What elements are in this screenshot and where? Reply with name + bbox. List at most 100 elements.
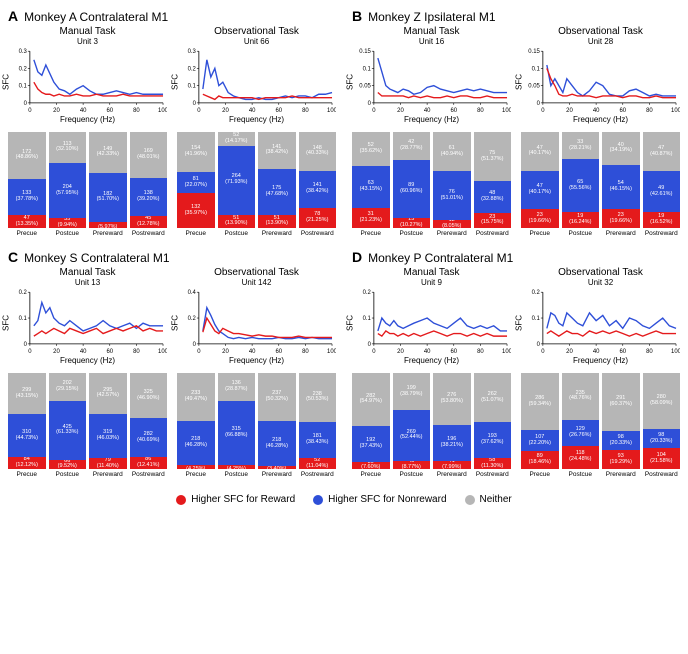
bar-seg-reward: 23(19.66%) bbox=[521, 209, 559, 228]
bar-seg-value: 12(8.05%) bbox=[442, 220, 461, 228]
stacked-bar: 238(50.53%)181(38.43%)52(11.04%) bbox=[299, 373, 337, 469]
stacked-bar: 47(40.17%)47(40.17%)23(19.66%) bbox=[521, 132, 559, 228]
bar-seg-neither: 61(40.94%) bbox=[433, 132, 471, 171]
svg-text:0.05: 0.05 bbox=[359, 84, 371, 90]
svg-text:20: 20 bbox=[222, 349, 229, 355]
panel-a-manual-title: Manual Task bbox=[8, 26, 167, 37]
bar-seg-value: 66(9.52%) bbox=[58, 460, 77, 469]
bar-seg-value: 19(16.24%) bbox=[569, 214, 591, 226]
bar-seg-value: 269(52.44%) bbox=[400, 430, 422, 442]
svg-text:0: 0 bbox=[24, 101, 28, 107]
bar-seg-value: 218(46.28%) bbox=[266, 438, 288, 450]
bar-epoch-label: Postcue bbox=[218, 471, 256, 478]
stacked-bar: 52(35.62%)63(43.15%)31(21.23%) bbox=[352, 132, 390, 228]
ylabel: SFC bbox=[515, 74, 524, 90]
bar-seg-value: 51(13.90%) bbox=[225, 216, 247, 228]
ylabel: SFC bbox=[2, 74, 11, 90]
svg-text:0.3: 0.3 bbox=[188, 49, 197, 55]
bar-seg-value: 204(57.95%) bbox=[56, 185, 78, 197]
bar-seg-neither: 237(50.32%) bbox=[258, 373, 296, 421]
stacked-bar: 148(40.33%)141(38.42%)78(21.25%) bbox=[299, 132, 337, 228]
panel-d-obs-unit: Unit 32 bbox=[521, 278, 680, 287]
bar-epoch-label: Postreward bbox=[643, 471, 681, 478]
panel-a-manual-bars: 172(48.86%)133(37.78%)47(13.35%)Precue11… bbox=[8, 132, 167, 237]
bar-seg-value: 154(41.96%) bbox=[185, 146, 207, 158]
svg-text:0: 0 bbox=[372, 349, 376, 355]
svg-text:0.2: 0.2 bbox=[532, 290, 541, 296]
svg-text:0: 0 bbox=[193, 342, 197, 348]
bar-seg-value: 41(7.99%) bbox=[442, 461, 461, 469]
svg-text:80: 80 bbox=[646, 349, 653, 355]
bar-epoch-label: Prereward bbox=[258, 230, 296, 237]
bar-seg-neither: 47(40.17%) bbox=[521, 132, 559, 171]
svg-text:0.1: 0.1 bbox=[363, 316, 372, 322]
bar-seg-value: 65(55.56%) bbox=[569, 180, 591, 192]
panel-d-obs: Observational Task Unit 32 SFC 00.10.202… bbox=[521, 267, 680, 478]
bar-epoch-label: Precue bbox=[521, 471, 559, 478]
panel-b-obs-bars: 47(40.17%)47(40.17%)23(19.66%)Precue33(2… bbox=[521, 132, 680, 237]
stacked-bar: 75(51.37%)48(32.88%)23(15.75%) bbox=[474, 132, 512, 228]
svg-text:0.2: 0.2 bbox=[188, 66, 197, 72]
bar-epoch-label: Precue bbox=[352, 230, 390, 237]
panel-a-letter: A bbox=[8, 8, 18, 24]
panel-d-header: D Monkey P Contralateral M1 bbox=[352, 249, 680, 265]
bar-seg-reward: 35(9.94%) bbox=[49, 218, 87, 228]
legend-nonreward-label: Higher SFC for Nonreward bbox=[328, 494, 446, 505]
svg-text:0: 0 bbox=[197, 108, 201, 114]
bar-seg-value: 148(40.33%) bbox=[306, 146, 328, 158]
svg-text:40: 40 bbox=[80, 349, 87, 355]
bar-seg-value: 196(38.21%) bbox=[441, 437, 463, 449]
svg-text:100: 100 bbox=[158, 349, 167, 355]
bar-epoch-label: Prereward bbox=[433, 471, 471, 478]
bar-seg-nonreward: 264(71.93%) bbox=[218, 146, 256, 215]
panel-d-title: Monkey P Contralateral M1 bbox=[368, 251, 513, 265]
bar-seg-neither: 148(40.33%) bbox=[299, 132, 337, 171]
stacked-bar: 291(60.37%)98(20.33%)93(19.29%) bbox=[602, 373, 640, 469]
bar-seg-nonreward: 49(42.61%) bbox=[643, 171, 681, 212]
svg-text:60: 60 bbox=[450, 349, 457, 355]
bar-epoch-label: Prereward bbox=[433, 230, 471, 237]
bar-seg-value: 199(38.79%) bbox=[400, 386, 422, 398]
panel-c-manual-title: Manual Task bbox=[8, 267, 167, 278]
bar-epoch-label: Postreward bbox=[130, 230, 168, 237]
bar-seg-neither: 291(60.37%) bbox=[602, 373, 640, 431]
bar-seg-value: 141(38.42%) bbox=[266, 145, 288, 157]
panel-c-obs-sfc: 00.20.4020406080100 bbox=[177, 288, 336, 358]
bar-seg-reward: 23(19.66%) bbox=[602, 209, 640, 228]
stacked-bar: 299(43.15%)310(44.73%)84(12.12%) bbox=[8, 373, 46, 469]
bar-epoch-label: Postcue bbox=[393, 230, 431, 237]
bar-seg-value: 193(37.62%) bbox=[481, 434, 503, 446]
panel-d-obs-sfc: 00.10.2020406080100 bbox=[521, 288, 680, 358]
bar-seg-neither: 233(49.47%) bbox=[177, 373, 215, 420]
svg-text:0.1: 0.1 bbox=[188, 84, 197, 90]
panel-a-manual-unit: Unit 3 bbox=[8, 37, 167, 46]
panel-a-obs-title: Observational Task bbox=[177, 26, 336, 37]
bar-seg-neither: 325(46.90%) bbox=[130, 373, 168, 418]
bar-seg-neither: 141(38.42%) bbox=[258, 132, 296, 169]
ylabel: SFC bbox=[346, 74, 355, 90]
stacked-bar: 280(58.09%)98(20.33%)104(21.58%) bbox=[643, 373, 681, 469]
ylabel: SFC bbox=[515, 315, 524, 331]
svg-text:100: 100 bbox=[671, 349, 680, 355]
panel-d-letter: D bbox=[352, 249, 362, 265]
stacked-bar: 276(53.80%)196(38.21%)41(7.99%) bbox=[433, 373, 471, 469]
stacked-bar: 235(48.76%)129(26.76%)118(24.48%) bbox=[562, 373, 600, 469]
bar-seg-reward: 41(7.99%) bbox=[433, 461, 471, 469]
bar-seg-value: 295(42.57%) bbox=[97, 388, 119, 400]
bar-seg-value: 86(12.41%) bbox=[137, 457, 159, 469]
bar-seg-nonreward: 141(38.42%) bbox=[299, 171, 337, 208]
swatch-neither-icon bbox=[465, 495, 475, 505]
bar-seg-nonreward: 269(52.44%) bbox=[393, 410, 431, 460]
bar-seg-nonreward: 98(20.33%) bbox=[602, 431, 640, 451]
svg-text:40: 40 bbox=[249, 349, 256, 355]
panel-c-header: C Monkey S Contralateral M1 bbox=[8, 249, 336, 265]
svg-text:0.2: 0.2 bbox=[19, 66, 28, 72]
bar-seg-value: 282(54.97%) bbox=[360, 394, 382, 406]
panel-c-manual-unit: Unit 13 bbox=[8, 278, 167, 287]
bar-seg-value: 20(4.25%) bbox=[227, 465, 246, 469]
panel-c-obs: Observational Task Unit 142 SFC 00.20.40… bbox=[177, 267, 336, 478]
figure-grid: A Monkey A Contralateral M1 Manual Task … bbox=[8, 8, 680, 505]
svg-text:100: 100 bbox=[158, 108, 167, 114]
stacked-bar: 40(34.19%)54(46.15%)23(19.66%) bbox=[602, 132, 640, 228]
bar-seg-neither: 235(48.76%) bbox=[562, 373, 600, 420]
